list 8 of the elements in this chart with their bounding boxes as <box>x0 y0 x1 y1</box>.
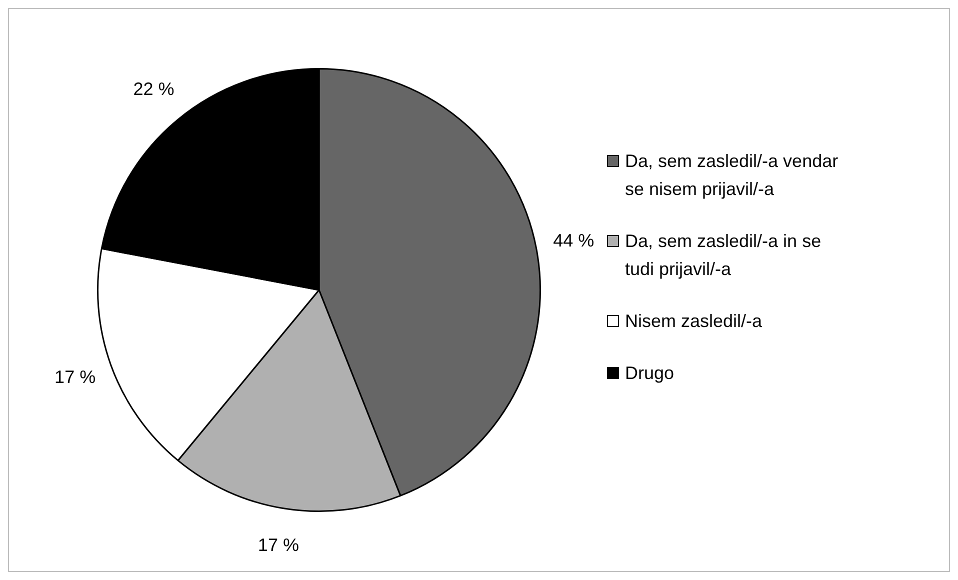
legend-label: Drugo <box>625 362 676 385</box>
data-label: 17 % <box>258 535 299 556</box>
legend-label: Da, sem zasledil/-a in se tudi prijavil/-a <box>625 230 822 281</box>
data-label: 44 % <box>553 230 594 250</box>
legend-label: Da, sem zasledil/-a vendar se nisem prijavil/-a <box>625 150 840 201</box>
data-label: 22 % <box>133 79 174 100</box>
legend-label: Nisem zasledil/-a <box>625 310 764 333</box>
data-label: 17 % <box>54 366 96 387</box>
